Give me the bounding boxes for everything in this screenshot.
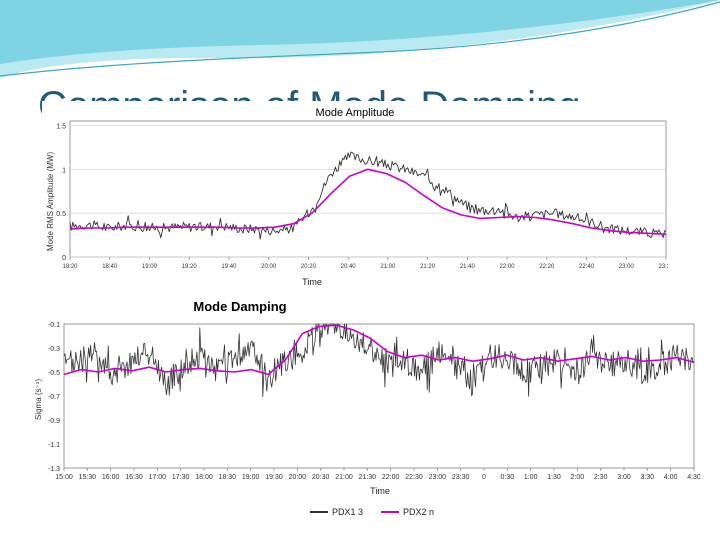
damping-x-tick-label: 18:00 bbox=[195, 474, 213, 481]
damping-y-tick-label: -1.3 bbox=[48, 466, 60, 473]
amplitude-series-pdx2-line bbox=[69, 168, 667, 235]
amplitude-x-tick-label: 23:20 bbox=[658, 264, 668, 270]
damping-x-tick-label: 20:30 bbox=[312, 474, 330, 481]
damping-x-tick-label: 22:30 bbox=[405, 474, 423, 481]
damping-x-axis-label: Time bbox=[370, 486, 390, 496]
legend-item-pdx2: PDX2 n bbox=[381, 507, 434, 517]
header-swoosh-line bbox=[0, 1, 720, 77]
damping-y-tick-label: -0.1 bbox=[48, 322, 60, 329]
amplitude-y-tick-label: 1 bbox=[62, 167, 66, 174]
damping-legend: PDX1 3 PDX2 n bbox=[310, 504, 434, 520]
damping-x-tick-label: 2:00 bbox=[571, 474, 585, 481]
damping-x-tick-label: 19:00 bbox=[242, 474, 260, 481]
amplitude-x-tick-label: 21:20 bbox=[420, 264, 436, 270]
mode-damping-plot: -0.1 -0.3 -0.5 -0.7 -0.9 -1.1 -1.315:00 15:30 16… bbox=[48, 322, 700, 481]
damping-x-tick-label: 23:00 bbox=[429, 474, 447, 481]
damping-x-tick-label: 23:30 bbox=[452, 474, 470, 481]
amplitude-x-tick-label: 19:20 bbox=[182, 264, 198, 270]
legend-swatch-pdx2 bbox=[381, 511, 400, 513]
header-swoosh-dark bbox=[0, 0, 720, 64]
amplitude-x-axis-label: Time bbox=[302, 277, 322, 287]
amplitude-y-axis-label: Mode RMS Amplitude (MW) bbox=[46, 151, 55, 251]
damping-y-tick-label: -0.7 bbox=[48, 394, 60, 401]
damping-x-tick-label: 16:00 bbox=[102, 474, 120, 481]
damping-x-tick-label: 4:00 bbox=[664, 474, 678, 481]
damping-x-tick-label: 3:30 bbox=[641, 474, 655, 481]
amplitude-x-tick-label: 18:40 bbox=[102, 264, 118, 270]
damping-x-tick-label: 17:30 bbox=[172, 474, 190, 481]
amplitude-x-tick-label: 19:00 bbox=[142, 264, 158, 270]
amplitude-x-tick-label: 18:20 bbox=[62, 264, 78, 270]
damping-x-tick-label: 2:30 bbox=[594, 474, 608, 481]
amplitude-x-tick-label: 22:00 bbox=[500, 264, 516, 270]
legend-label-pdx1: PDX1 3 bbox=[332, 507, 364, 517]
damping-x-tick-label: 18:30 bbox=[219, 474, 237, 481]
legend-swatch-pdx1 bbox=[310, 511, 328, 513]
mode-damping-chart: -0.1 -0.3 -0.5 -0.7 -0.9 -1.1 -1.3 15:00 15:30 16… bbox=[30, 296, 700, 526]
amplitude-y-tick-label: 0 bbox=[62, 255, 66, 262]
damping-x-tick-label: 15:30 bbox=[79, 474, 97, 481]
damping-y-tick-label: -1.1 bbox=[48, 442, 60, 449]
damping-x-tick-label: 3:00 bbox=[617, 474, 631, 481]
damping-series-pdx1-line bbox=[63, 323, 695, 398]
amplitude-x-tick-label: 23:00 bbox=[619, 264, 635, 270]
amplitude-x-tick-label: 21:00 bbox=[380, 264, 396, 270]
damping-series-pdx2-line bbox=[63, 324, 695, 376]
damping-x-tick-label: 22:00 bbox=[382, 474, 400, 481]
damping-x-tick-label: 16:30 bbox=[125, 474, 143, 481]
mode-amplitude-chart: 0 0.5 1 1.5 18:20 18:40 19:00 19:20 19:40 20:00 20… bbox=[42, 101, 668, 291]
damping-x-tick-label: 19:30 bbox=[265, 474, 283, 481]
amplitude-x-tick-label: 20:00 bbox=[261, 264, 277, 270]
amplitude-x-tick-label: 19:40 bbox=[221, 264, 237, 270]
amplitude-x-tick-label: 20:40 bbox=[341, 264, 357, 270]
damping-chart-title: Mode Damping bbox=[193, 299, 287, 314]
legend-label-pdx2: PDX2 n bbox=[403, 507, 435, 517]
damping-y-tick-label: -0.5 bbox=[48, 370, 60, 377]
legend-item-pdx1: PDX1 3 bbox=[310, 507, 363, 517]
amplitude-y-tick-label: 1.5 bbox=[56, 123, 66, 130]
damping-x-tick-label: 4:30 bbox=[687, 474, 700, 481]
damping-x-tick-label: 15:00 bbox=[55, 474, 73, 481]
damping-x-tick-label: 20:00 bbox=[289, 474, 307, 481]
mode-amplitude-plot: 0 0.5 1 1.5 18:20 18:40 19:00 19:20 19:40 20:00 20… bbox=[56, 120, 668, 270]
amplitude-y-tick-label: 0.5 bbox=[56, 211, 66, 218]
damping-y-tick-label: -0.3 bbox=[48, 346, 60, 353]
amplitude-x-tick-label: 22:40 bbox=[579, 264, 595, 270]
damping-x-tick-label: 21:00 bbox=[335, 474, 353, 481]
amplitude-plot-frame bbox=[69, 120, 667, 258]
amplitude-x-tick-label: 22:20 bbox=[539, 264, 555, 270]
damping-y-axis-label: Sigma (s⁻¹) bbox=[34, 378, 43, 420]
damping-x-tick-label: 17:00 bbox=[149, 474, 167, 481]
damping-plot-frame bbox=[63, 323, 695, 469]
damping-x-tick-label: 1:00 bbox=[524, 474, 538, 481]
damping-y-tick-label: -0.9 bbox=[48, 418, 60, 425]
amplitude-x-tick-label: 20:20 bbox=[301, 264, 317, 270]
damping-x-tick-label: 1:30 bbox=[547, 474, 561, 481]
amplitude-chart-title: Mode Amplitude bbox=[315, 107, 395, 119]
damping-x-tick-label: 21:30 bbox=[359, 474, 377, 481]
amplitude-x-tick-label: 21:40 bbox=[460, 264, 476, 270]
amplitude-series-pdx1-line bbox=[69, 151, 667, 240]
damping-x-tick-label: 0 bbox=[482, 474, 486, 481]
damping-x-tick-label: 0:30 bbox=[501, 474, 515, 481]
